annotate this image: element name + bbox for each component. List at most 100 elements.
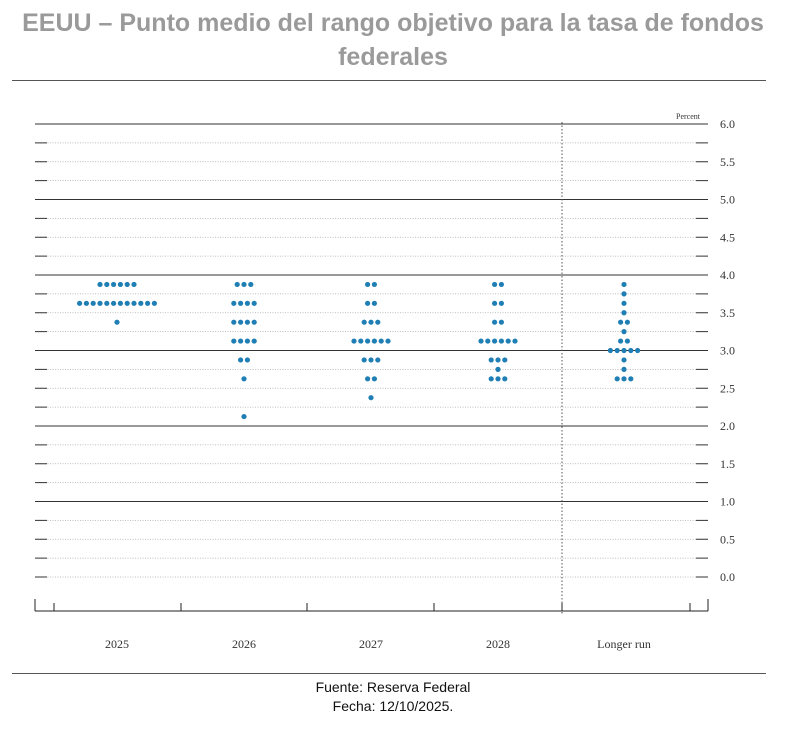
dot-point <box>618 319 624 325</box>
y-tick-label: 2.5 <box>720 381 735 395</box>
dot-point <box>492 319 498 325</box>
dot-point <box>111 300 117 306</box>
dot-point <box>485 338 491 344</box>
dot-point <box>361 319 367 325</box>
dot-point <box>498 281 504 288</box>
dot-point <box>151 300 157 306</box>
dot-point <box>131 300 137 306</box>
dot-point <box>512 338 518 344</box>
dot-point <box>241 376 247 382</box>
axis-layer <box>34 122 709 614</box>
dot-point <box>502 376 508 382</box>
date-note: Fecha: 12/10/2025. <box>332 698 454 714</box>
dot-point <box>628 376 634 382</box>
dot-point <box>495 376 501 382</box>
dot-point <box>621 310 627 316</box>
category-label: Longer run <box>597 637 651 651</box>
title-divider <box>12 80 766 81</box>
dot-point <box>104 300 110 306</box>
dot-point <box>251 338 257 344</box>
dot-point <box>621 347 627 354</box>
dot-point <box>371 281 377 288</box>
dot-point <box>234 281 240 288</box>
label-layer: 6.0 5.5 5.0 4.5 4.0 3.5 3.0 2.5 2.0 1.5 1.0 0.5 0.0 P… <box>105 112 735 651</box>
dot-point <box>498 338 504 344</box>
y-tick-label: 4.0 <box>720 268 735 282</box>
category-label: 2028 <box>486 637 510 651</box>
dot-point <box>614 376 620 382</box>
dot-point <box>378 338 384 344</box>
dot-point <box>114 319 120 325</box>
dot-point <box>495 366 501 372</box>
dot-point <box>385 338 391 344</box>
dot-layer <box>77 281 641 420</box>
source-note: Fuente: Reserva Federal <box>315 679 471 695</box>
dot-point <box>621 300 627 306</box>
dot-point <box>124 300 130 306</box>
dot-point <box>365 338 371 344</box>
dot-point <box>624 319 631 325</box>
dot-point <box>365 376 371 382</box>
y-tick-label: 6.0 <box>720 117 735 131</box>
chart-title: EEUU – Punto medio del rango objetivo pa… <box>22 9 764 71</box>
dot-point <box>238 357 244 363</box>
dot-point <box>478 338 484 344</box>
dot-point <box>251 300 257 306</box>
dot-point <box>368 357 374 363</box>
dot-point <box>614 347 620 354</box>
y-tick-label: 0.0 <box>720 570 735 584</box>
dot-point <box>368 319 374 325</box>
dot-point <box>97 300 103 306</box>
y-tick-label: 3.5 <box>720 306 735 320</box>
dot-point <box>244 357 250 363</box>
dot-point <box>607 347 614 354</box>
y-tick-label: 5.0 <box>720 193 735 207</box>
dot-point <box>488 357 494 363</box>
dot-point <box>375 319 381 325</box>
dot-point <box>90 300 96 306</box>
dot-point <box>492 338 498 344</box>
dot-point <box>635 347 641 354</box>
dot-point <box>621 291 627 297</box>
dot-point <box>117 300 123 306</box>
dot-point <box>492 281 498 288</box>
category-label: 2025 <box>105 637 129 651</box>
dot-point <box>365 281 371 288</box>
dot-point <box>624 338 631 344</box>
dot-point <box>621 329 627 335</box>
dot-point <box>351 338 357 344</box>
dot-point <box>628 347 634 354</box>
dot-plot: 6.0 5.5 5.0 4.5 4.0 3.5 3.0 2.5 2.0 1.5 1.0 0.5 0.0 P… <box>34 112 735 651</box>
dot-point <box>502 357 508 363</box>
dot-point <box>358 338 364 344</box>
dot-point <box>371 338 377 344</box>
dot-point <box>368 395 374 401</box>
dot-point <box>238 338 244 344</box>
dot-point <box>488 376 494 382</box>
y-tick-label: 3.0 <box>720 344 735 358</box>
dot-point <box>244 300 250 306</box>
dot-point <box>117 281 123 288</box>
dot-point <box>241 413 247 420</box>
dot-point <box>248 281 254 288</box>
dot-point <box>138 300 144 306</box>
dot-point <box>83 300 89 306</box>
dot-point <box>361 357 367 363</box>
dot-point <box>231 338 237 344</box>
dot-point <box>621 366 627 372</box>
category-label: 2027 <box>359 637 383 651</box>
unit-label: Percent <box>676 112 701 121</box>
dot-point <box>104 281 110 288</box>
y-tick-label: 5.5 <box>720 155 735 169</box>
dot-point <box>241 281 247 288</box>
dot-point <box>131 281 137 288</box>
dot-point <box>111 281 117 288</box>
dot-point <box>77 300 83 306</box>
dot-point <box>371 300 377 306</box>
dot-point <box>231 319 237 325</box>
category-label: 2026 <box>232 637 256 651</box>
dot-point <box>621 281 627 288</box>
dot-point <box>498 319 504 325</box>
dot-point <box>495 357 501 363</box>
dot-point <box>621 357 627 363</box>
